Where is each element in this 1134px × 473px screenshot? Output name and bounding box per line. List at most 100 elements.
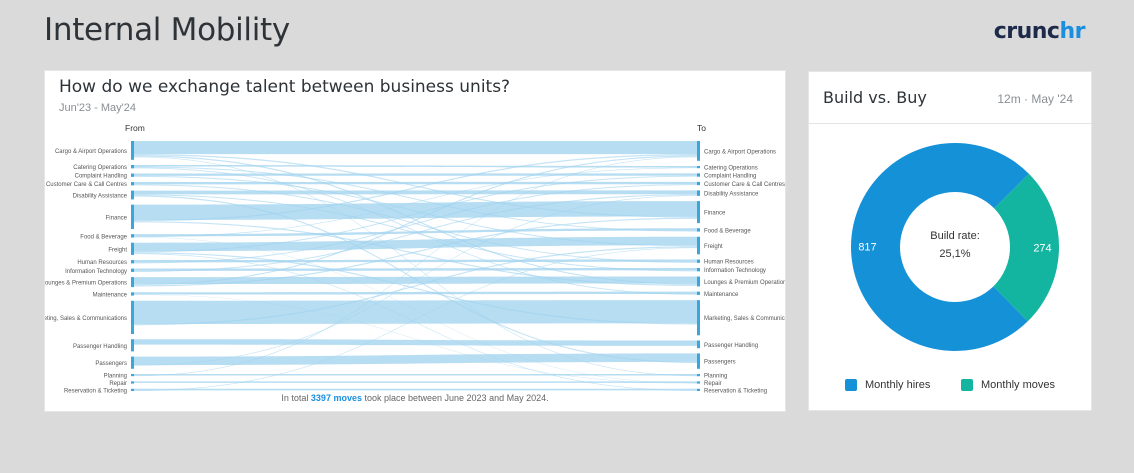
sankey-flow xyxy=(134,217,697,287)
donut-slice-moves xyxy=(993,173,1059,322)
sankey-flow xyxy=(134,184,697,264)
sankey-node-label-left: Finance xyxy=(106,215,128,221)
sankey-node-right xyxy=(697,340,700,349)
sankey-node-label-right: Disability Assistance xyxy=(704,192,759,198)
to-label: To xyxy=(697,123,706,133)
legend-hires[interactable]: Monthly hires xyxy=(845,379,930,391)
sankey-flow xyxy=(134,155,697,286)
sankey-node-left xyxy=(131,182,134,186)
sankey-node-left xyxy=(131,234,134,238)
sankey-node-right xyxy=(697,165,700,169)
sankey-node-label-right: Information Technology xyxy=(704,268,766,274)
sankey-node-label-left: Catering Operations xyxy=(73,165,127,171)
sankey-flow xyxy=(134,228,697,237)
total-moves: 3397 moves xyxy=(310,393,362,403)
sankey-node-left xyxy=(131,190,134,200)
sankey-node-label-left: Maintenance xyxy=(93,292,128,298)
sankey-flow xyxy=(134,373,697,376)
sankey-flow xyxy=(134,194,697,272)
sankey-node-label-right: Maintenance xyxy=(704,292,739,298)
sankey-flow xyxy=(134,167,697,238)
sankey-node-left xyxy=(131,388,134,391)
sankey-flow xyxy=(134,253,697,391)
sankey-node-right xyxy=(697,268,700,272)
sankey-flow xyxy=(134,300,697,325)
sankey-node-left xyxy=(131,381,134,384)
page-title: Internal Mobility xyxy=(44,12,290,48)
sankey-node-right xyxy=(697,381,700,384)
sankey-flow xyxy=(134,237,697,384)
sankey-flow xyxy=(134,154,697,218)
sankey-node-right xyxy=(697,388,700,391)
sankey-node-left xyxy=(131,292,134,296)
sankey-node-right xyxy=(697,300,700,336)
donut-slice-hires xyxy=(851,142,1029,351)
sankey-node-label-left: Cargo & Airport Operations xyxy=(55,149,127,155)
sankey-flow xyxy=(134,181,697,185)
sankey-node-right xyxy=(697,276,700,287)
sankey-period: Jun'23 - May'24 xyxy=(59,102,136,114)
sankey-node-left xyxy=(131,356,134,369)
sankey-title: How do we exchange talent between busine… xyxy=(59,77,511,97)
build-rate-label: Build rate: xyxy=(930,230,980,242)
sankey-flow xyxy=(134,221,697,286)
sankey-flow xyxy=(134,247,697,391)
sankey-node-left xyxy=(131,242,134,255)
sankey-node-right xyxy=(697,259,700,263)
sankey-node-right xyxy=(697,236,700,255)
sankey-node-right xyxy=(697,353,700,369)
sankey-node-label-left: Lounges & Premium Operations xyxy=(45,281,127,287)
sankey-footer: In total 3397 moves took place between J… xyxy=(281,393,549,403)
build-vs-buy-period: 12m · May '24 xyxy=(997,92,1073,106)
sankey-flow xyxy=(134,339,697,346)
sankey-node-label-right: Catering Operations xyxy=(704,166,758,172)
sankey-flow xyxy=(134,165,697,168)
sankey-flow xyxy=(134,175,697,253)
from-label: From xyxy=(125,123,145,133)
sankey-flow xyxy=(134,201,697,221)
sankey-node-left xyxy=(131,173,134,177)
sankey-node-label-right: Freight xyxy=(704,244,723,250)
sankey-node-label-right: Customer Care & Call Centres xyxy=(704,182,785,188)
sankey-node-label-left: Passenger Handling xyxy=(73,344,127,350)
sankey-node-label-left: Disability Assistance xyxy=(73,194,128,200)
sankey-card: How do we exchange talent between busine… xyxy=(44,70,786,412)
donut-chart: 274 817 Build rate: 25,1% xyxy=(851,142,1059,351)
sankey-node-right xyxy=(697,201,700,224)
sankey-node-label-right: Food & Beverage xyxy=(704,228,751,234)
sankey-node-label-left: Freight xyxy=(108,247,127,253)
donut-value-label-hires: 817 xyxy=(858,241,876,253)
crunchr-logo: crunchr xyxy=(993,19,1086,44)
sankey-flow xyxy=(134,154,697,222)
sankey-node-label-left: Information Technology xyxy=(65,269,127,275)
sankey-node-label-left: Passengers xyxy=(95,361,127,367)
sankey-node-left xyxy=(131,339,134,352)
sankey-node-label-left: Food & Beverage xyxy=(80,234,127,240)
sankey-node-right xyxy=(697,228,700,232)
sankey-node-left xyxy=(131,268,134,272)
sankey-node-label-right: Passengers xyxy=(704,360,736,366)
sankey-flow xyxy=(134,166,697,232)
sankey-node-label-right: Lounges & Premium Operations xyxy=(704,280,785,286)
donut-value-label-moves: 274 xyxy=(1033,243,1051,255)
sankey-chart: From To Cargo & Airport Operations Cargo … xyxy=(45,123,785,394)
sankey-node-label-left: Planning xyxy=(104,374,127,380)
sankey-node-left xyxy=(131,373,134,377)
sankey-node-label-left: Human Resources xyxy=(77,260,127,266)
sankey-flow xyxy=(134,173,697,176)
sankey-node-left xyxy=(131,204,134,229)
build-vs-buy-header: Build vs. Buy 12m · May '24 xyxy=(809,72,1091,124)
sankey-node-left xyxy=(131,277,134,288)
build-vs-buy-card: Build vs. Buy 12m · May '24 274 817 Build … xyxy=(808,71,1092,411)
sankey-node-label-right: Repair xyxy=(704,381,722,387)
sankey-node-label-left: Complaint Handling xyxy=(75,174,127,180)
sankey-node-label-right: Complaint Handling xyxy=(704,174,756,180)
sankey-flow xyxy=(134,195,697,364)
sankey-node-label-left: Customer Care & Call Centres xyxy=(46,182,127,188)
sankey-node-label-right: Planning xyxy=(704,374,727,380)
sankey-flow xyxy=(134,141,697,155)
legend-moves-swatch xyxy=(961,379,973,391)
sankey-flow xyxy=(134,195,697,366)
sankey-node-label-left: Reservation & Ticketing xyxy=(64,388,127,394)
legend-moves[interactable]: Monthly moves xyxy=(961,379,1055,391)
